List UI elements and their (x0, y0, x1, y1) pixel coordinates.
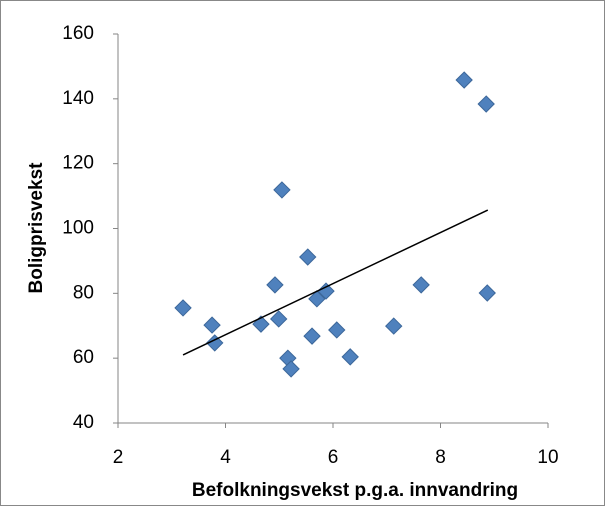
scatter-point (317, 282, 335, 300)
x-tick-label: 2 (113, 447, 124, 468)
scatter-point (266, 276, 284, 294)
y-tick-label: 160 (62, 23, 94, 44)
scatter-point (385, 317, 403, 335)
scatter-point (308, 290, 326, 308)
y-tick-label: 120 (62, 153, 94, 174)
scatter-point (282, 360, 300, 378)
x-tick-label: 4 (220, 447, 231, 468)
y-tick-label: 100 (62, 218, 94, 239)
x-axis-label: Befolkningsvekst p.g.a. innvandring (192, 480, 518, 501)
x-tick-label: 10 (537, 447, 558, 468)
scatter-point (206, 334, 224, 352)
scatter-point (299, 248, 317, 266)
trendline (182, 209, 489, 356)
x-tick-label: 8 (435, 447, 446, 468)
scatter-point (328, 321, 346, 339)
y-tick-label: 80 (73, 282, 94, 303)
scatter-point (477, 95, 495, 113)
scatter-point (174, 299, 192, 317)
scatter-point (270, 310, 288, 328)
scatter-point (273, 181, 291, 199)
scatter-point (455, 71, 473, 89)
x-tick-label: 6 (328, 447, 339, 468)
y-tick-label: 40 (73, 412, 94, 433)
scatter-point (303, 327, 321, 345)
scatter-point (203, 316, 221, 334)
y-axis-label: Boligprisvekst (26, 162, 47, 294)
scatter-point (478, 284, 496, 302)
scatter-point (341, 348, 359, 366)
scatter-point (252, 315, 270, 333)
scatter-point (412, 276, 430, 294)
y-tick-label: 140 (62, 88, 94, 109)
y-tick-label: 60 (73, 347, 94, 368)
